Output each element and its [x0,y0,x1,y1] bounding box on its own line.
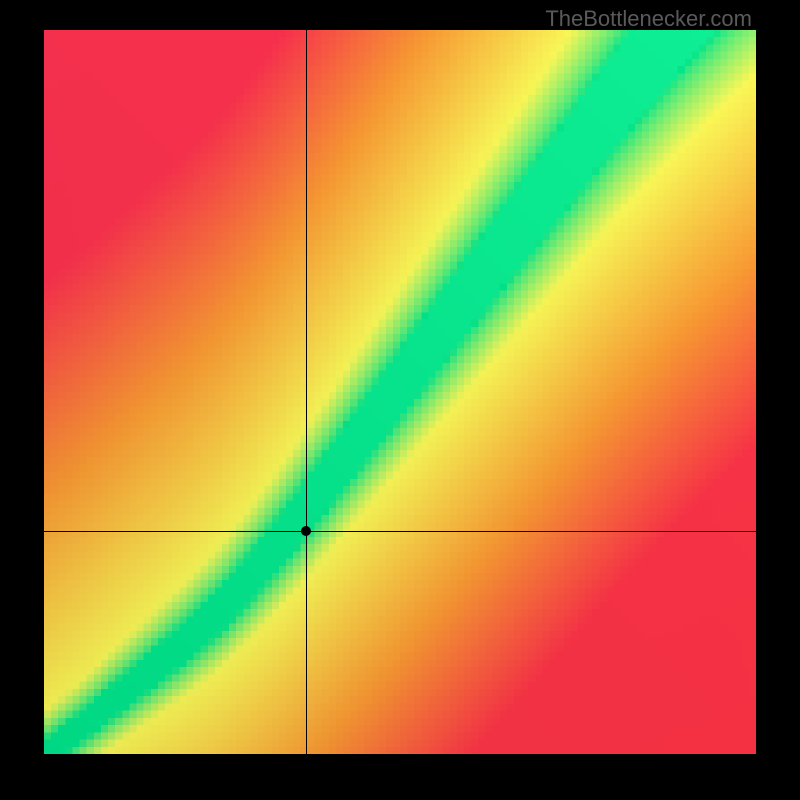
crosshair-horizontal [44,531,756,532]
crosshair-vertical [306,30,307,754]
data-point-marker [301,526,311,536]
heatmap-canvas [44,30,756,754]
bottleneck-heatmap [44,30,756,754]
watermark-text: TheBottlenecker.com [545,6,752,32]
